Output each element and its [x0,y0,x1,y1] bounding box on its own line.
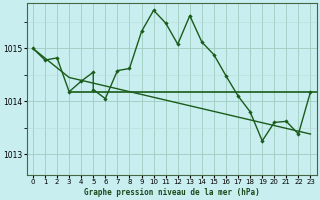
X-axis label: Graphe pression niveau de la mer (hPa): Graphe pression niveau de la mer (hPa) [84,188,260,197]
